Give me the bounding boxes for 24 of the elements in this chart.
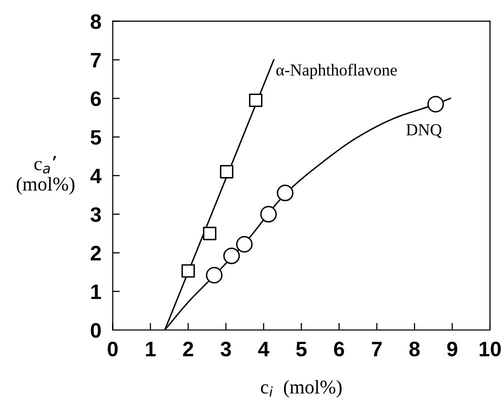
y-tick-label: 4: [90, 168, 102, 184]
x-tick-label: 2: [183, 342, 194, 356]
y-tick-label: 6: [90, 91, 101, 106]
y-tick-label: 3: [90, 207, 101, 222]
x-tick-label: 4: [258, 342, 270, 356]
y-tick-label: 1: [91, 284, 102, 299]
x-tick-label: 7: [372, 342, 382, 356]
x-tick-label: 9: [447, 342, 458, 356]
series-label: α-Naphthoflavone: [276, 64, 397, 80]
x-tick-label: 10: [480, 342, 501, 356]
y-axis-title: c$_{a}$’ (mol%): [16, 156, 74, 195]
x-tick-label: 6: [334, 342, 344, 356]
y-tick-label: 7: [90, 53, 101, 68]
y-tick-label: 5: [90, 130, 102, 145]
x-tick-label: 3: [220, 342, 231, 356]
x-tick-label: 0: [108, 342, 118, 356]
x-tick-label: 8: [409, 342, 420, 356]
x-tick-label: 5: [296, 342, 307, 356]
y-tick-label: 2: [90, 246, 101, 260]
x-axis-title: c$_{i}$ (mol%): [260, 380, 342, 398]
x-tick-label: 1: [146, 342, 156, 356]
y-tick-label: 0: [90, 323, 101, 338]
series-label: DNQ: [406, 124, 442, 138]
y-tick-label: 8: [90, 14, 101, 29]
